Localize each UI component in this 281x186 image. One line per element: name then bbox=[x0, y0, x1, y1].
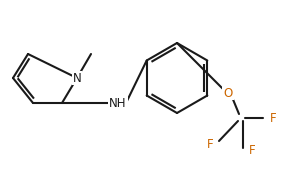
Text: NH: NH bbox=[109, 97, 127, 110]
Text: O: O bbox=[223, 86, 233, 100]
Text: F: F bbox=[207, 137, 213, 150]
Text: F: F bbox=[270, 111, 276, 124]
Text: N: N bbox=[72, 71, 81, 84]
Text: F: F bbox=[249, 145, 255, 158]
